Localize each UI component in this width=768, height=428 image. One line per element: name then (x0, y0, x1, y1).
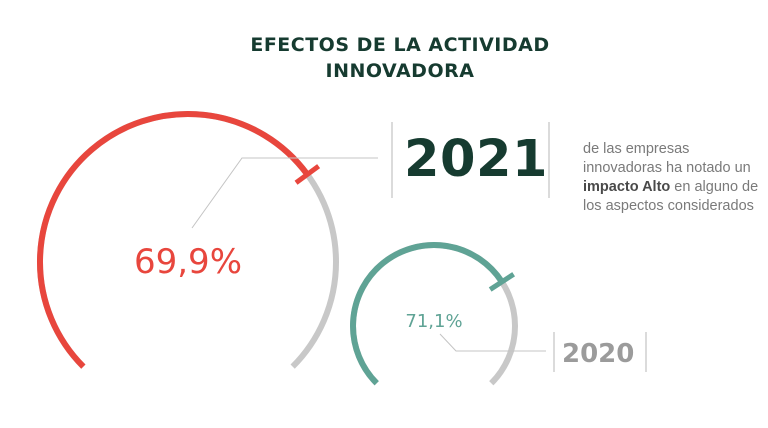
chart-title-line-2: INNOVADORA (325, 60, 475, 82)
gauge-2021-value-label: 69,9% (133, 242, 242, 282)
description-part-1: de las empresas innovadoras ha notado un (583, 141, 751, 176)
gauge-2021-end-marker (294, 164, 321, 185)
description-bold: impacto Alto (583, 179, 671, 195)
leader-line-2020 (439, 333, 546, 352)
gauge-2020-end-marker (488, 272, 516, 292)
gauge-2020 (350, 242, 518, 386)
gauge-2021-value-arc (37, 110, 310, 369)
chart-title-line-1: EFECTOS DE LA ACTIVIDAD (250, 34, 550, 56)
gauge-2020-value-arc (350, 242, 505, 386)
description-part-2: en alguno de los aspectos considerados (583, 179, 759, 214)
chart-title: EFECTOS DE LA ACTIVIDAD INNOVADORA (200, 32, 600, 84)
year-2020-label: 2020 (562, 339, 635, 369)
leader-line-2021 (191, 157, 378, 229)
gauge-2021 (37, 110, 339, 369)
gauge-2020-value-label: 71,1% (405, 311, 463, 332)
description-text: de las empresas innovadoras ha notado un… (583, 140, 763, 216)
year-2021-label: 2021 (404, 130, 548, 189)
